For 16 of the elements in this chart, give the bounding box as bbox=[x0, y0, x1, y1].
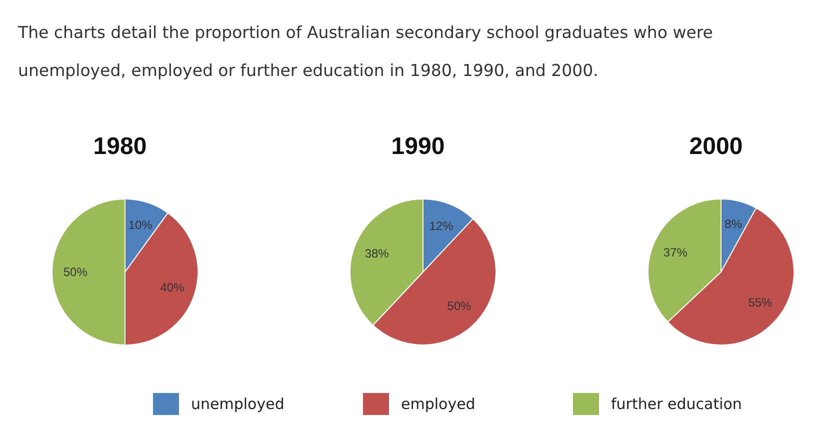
legend-label: unemployed bbox=[191, 395, 284, 413]
data-label: 38% bbox=[364, 246, 390, 261]
data-label: 55% bbox=[748, 295, 773, 310]
data-label: 50% bbox=[63, 265, 88, 279]
data-label: 37% bbox=[663, 245, 688, 260]
legend-label: further education bbox=[611, 395, 742, 413]
legend-label: employed bbox=[401, 395, 476, 413]
chart-title: 2000 bbox=[688, 133, 744, 162]
chart-title: 1990 bbox=[390, 133, 446, 162]
data-label: 50% bbox=[447, 298, 472, 313]
data-label: 40% bbox=[160, 280, 185, 294]
data-label: 10% bbox=[128, 218, 153, 232]
data-label: 8% bbox=[724, 216, 742, 231]
text: The charts detail the proportion of Australian secondary school graduates who were unemployed, employed or further education in 1980, 1990, and 2000. bbox=[18, 22, 714, 82]
data-label: 12% bbox=[429, 218, 454, 233]
chart-title: 1980 bbox=[92, 133, 148, 162]
